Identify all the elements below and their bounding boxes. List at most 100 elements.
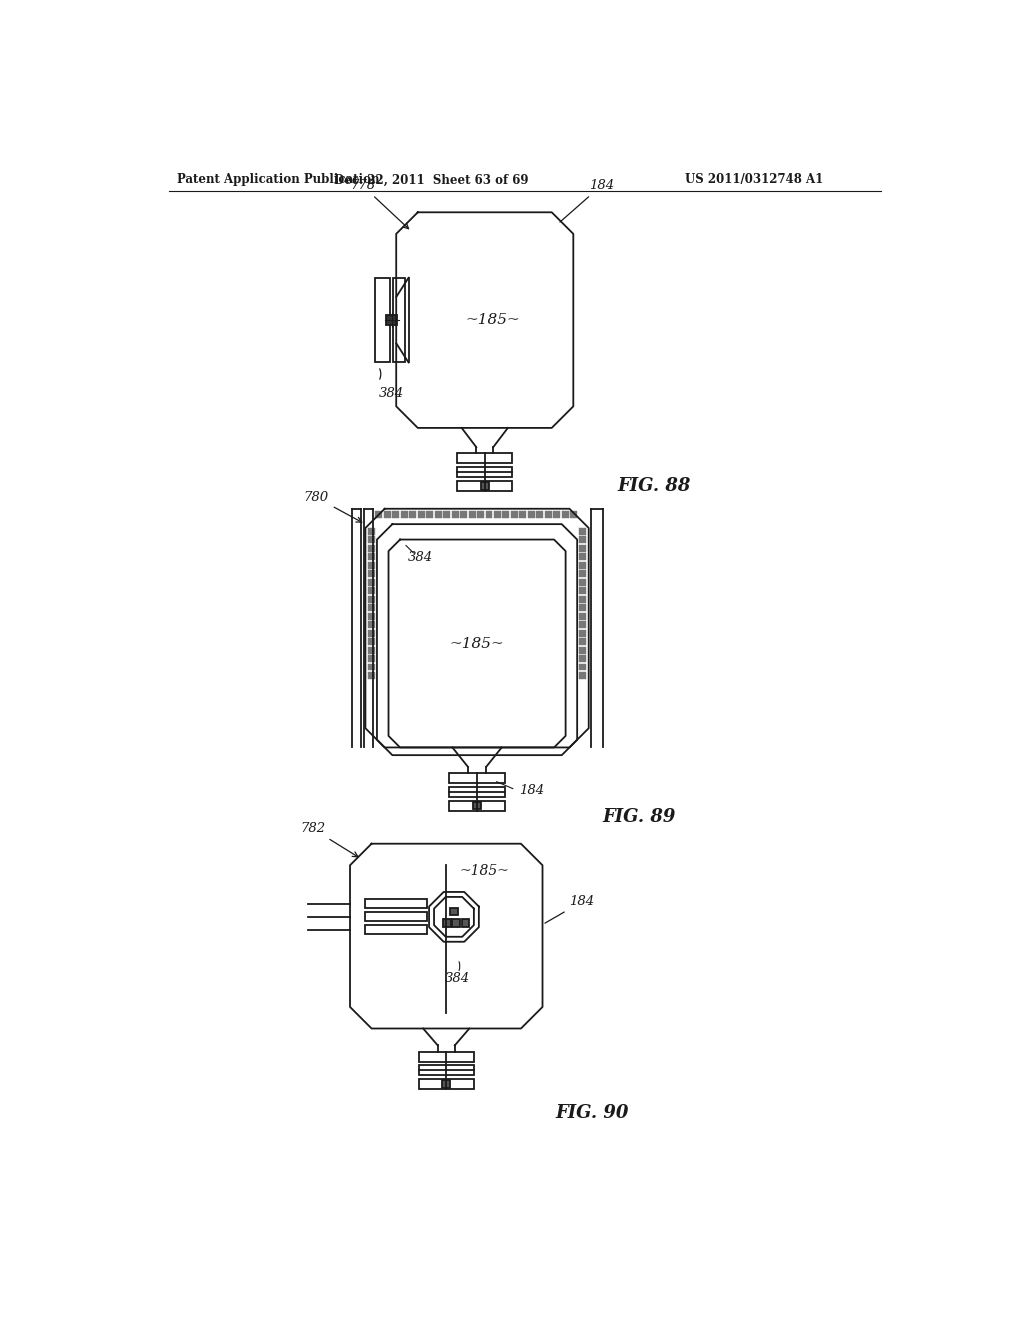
Text: FIG. 88: FIG. 88 bbox=[617, 477, 691, 495]
Bar bbox=[580, 622, 587, 628]
Bar bbox=[457, 480, 512, 491]
Bar bbox=[368, 570, 375, 577]
Bar bbox=[457, 453, 512, 463]
Bar bbox=[462, 919, 469, 927]
Bar bbox=[494, 511, 501, 517]
Bar bbox=[443, 511, 451, 517]
Bar bbox=[519, 511, 526, 517]
Bar bbox=[580, 536, 587, 544]
Bar bbox=[580, 655, 587, 663]
Bar bbox=[580, 578, 587, 586]
Bar bbox=[477, 511, 484, 517]
Text: FIG. 89: FIG. 89 bbox=[602, 808, 676, 826]
Text: 184: 184 bbox=[519, 784, 545, 797]
Bar bbox=[368, 655, 375, 663]
Bar bbox=[368, 672, 375, 678]
Bar bbox=[580, 562, 587, 569]
Bar bbox=[368, 536, 375, 544]
Bar bbox=[450, 774, 505, 783]
Bar bbox=[442, 1081, 451, 1088]
Bar bbox=[457, 467, 512, 478]
Text: US 2011/0312748 A1: US 2011/0312748 A1 bbox=[685, 173, 823, 186]
Bar bbox=[410, 511, 416, 517]
Bar bbox=[366, 925, 427, 933]
Bar bbox=[443, 919, 451, 927]
Bar bbox=[450, 787, 505, 797]
Bar bbox=[451, 908, 458, 915]
Bar bbox=[386, 314, 397, 326]
Bar bbox=[580, 664, 587, 671]
Text: 780: 780 bbox=[304, 491, 361, 523]
Bar bbox=[368, 562, 375, 569]
Bar bbox=[580, 672, 587, 678]
Text: Dec. 22, 2011  Sheet 63 of 69: Dec. 22, 2011 Sheet 63 of 69 bbox=[334, 173, 528, 186]
Bar bbox=[368, 664, 375, 671]
Text: ~185~: ~185~ bbox=[460, 863, 510, 878]
Bar bbox=[580, 545, 587, 552]
Bar bbox=[400, 511, 408, 517]
Bar bbox=[368, 622, 375, 628]
Bar bbox=[366, 912, 427, 921]
Bar bbox=[485, 511, 493, 517]
Bar bbox=[368, 647, 375, 653]
Bar bbox=[418, 511, 425, 517]
Bar bbox=[419, 1065, 474, 1076]
Bar bbox=[580, 570, 587, 577]
Bar bbox=[580, 587, 587, 594]
Text: 184: 184 bbox=[560, 180, 613, 222]
Bar bbox=[453, 919, 460, 927]
Bar bbox=[580, 605, 587, 611]
Bar bbox=[419, 1052, 474, 1061]
Text: ~185~: ~185~ bbox=[450, 636, 505, 651]
Bar bbox=[469, 511, 475, 517]
Bar bbox=[366, 899, 427, 908]
Bar bbox=[368, 587, 375, 594]
Text: 184: 184 bbox=[545, 895, 595, 923]
Bar bbox=[368, 545, 375, 552]
Bar bbox=[368, 595, 375, 603]
Bar bbox=[553, 511, 560, 517]
Bar bbox=[503, 511, 509, 517]
Bar bbox=[368, 553, 375, 561]
Bar bbox=[426, 511, 433, 517]
Bar bbox=[368, 612, 375, 619]
Text: 384: 384 bbox=[408, 552, 433, 564]
Text: Patent Application Publication: Patent Application Publication bbox=[177, 173, 379, 186]
Bar bbox=[511, 511, 518, 517]
Bar bbox=[450, 800, 505, 810]
Bar bbox=[368, 638, 375, 645]
Text: ~185~: ~185~ bbox=[465, 313, 520, 327]
Text: 778: 778 bbox=[350, 180, 409, 228]
Bar bbox=[368, 630, 375, 636]
Bar bbox=[392, 511, 399, 517]
Bar bbox=[545, 511, 552, 517]
Text: 384: 384 bbox=[445, 972, 470, 985]
Bar bbox=[580, 553, 587, 561]
Bar bbox=[460, 511, 467, 517]
Text: 384: 384 bbox=[379, 387, 403, 400]
Bar bbox=[580, 595, 587, 603]
Bar bbox=[580, 630, 587, 636]
Bar bbox=[537, 511, 544, 517]
Bar bbox=[562, 511, 568, 517]
Bar bbox=[528, 511, 535, 517]
Bar bbox=[368, 578, 375, 586]
Bar bbox=[375, 277, 390, 363]
Text: 782: 782 bbox=[300, 822, 358, 857]
Bar bbox=[580, 638, 587, 645]
Bar bbox=[580, 647, 587, 653]
Bar bbox=[384, 511, 391, 517]
Bar bbox=[368, 605, 375, 611]
Bar bbox=[368, 528, 375, 535]
Bar bbox=[580, 612, 587, 619]
Bar bbox=[376, 511, 382, 517]
Bar bbox=[580, 528, 587, 535]
Bar bbox=[419, 1080, 474, 1089]
Bar bbox=[393, 277, 406, 363]
Bar bbox=[481, 482, 488, 490]
Bar bbox=[452, 511, 459, 517]
Bar bbox=[570, 511, 578, 517]
Bar bbox=[473, 801, 481, 809]
Bar bbox=[435, 511, 441, 517]
Text: FIG. 90: FIG. 90 bbox=[556, 1105, 629, 1122]
